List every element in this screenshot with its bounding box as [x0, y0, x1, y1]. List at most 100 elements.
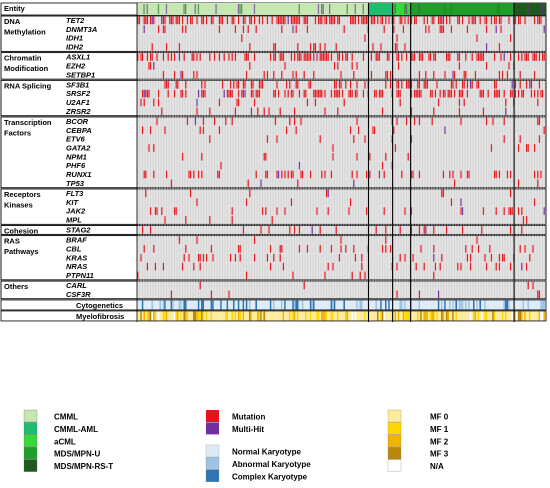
- legend-swatch-entity: [23, 422, 38, 435]
- myelofibrosis-cell: [530, 311, 533, 321]
- cytogenetics-cell: [394, 300, 397, 310]
- group-label: RNA Splicing: [4, 81, 52, 90]
- gene-label-idh2: IDH2: [66, 43, 84, 52]
- mutation-cell: [293, 226, 296, 234]
- mutation-cell: [316, 207, 318, 215]
- cytogenetics-cell: [197, 300, 200, 310]
- cytogenetics-cell: [524, 300, 526, 310]
- mutation-cell: [383, 207, 385, 215]
- myelofibrosis-cell: [346, 311, 349, 321]
- cytogenetics-cell: [431, 300, 433, 310]
- mutation-cell: [193, 70, 195, 79]
- cytogenetics-cell: [375, 300, 377, 310]
- cytogenetics-cell: [181, 300, 184, 310]
- multihit-cell: [485, 43, 488, 51]
- cytogenetics-cell: [455, 300, 457, 310]
- legend-label-karyotype: Abnormal Karyotype: [232, 460, 311, 469]
- legend-label-myelofibrosis: MF 0: [430, 413, 449, 422]
- group-label: Chromatin: [4, 54, 42, 63]
- mutation-cell: [461, 80, 464, 89]
- myelofibrosis-cell: [157, 311, 160, 321]
- mutation-cell: [309, 80, 312, 89]
- mutation-cell: [319, 53, 321, 61]
- entity-patient-tick: [253, 4, 256, 14]
- mutation-cell: [521, 207, 523, 215]
- cytogenetics-cell: [213, 300, 216, 310]
- cytogenetics-cell: [381, 300, 384, 310]
- myelofibrosis-cell: [335, 311, 337, 321]
- mutation-cell: [165, 80, 168, 89]
- gene-label-jak2: JAK2: [66, 207, 86, 216]
- myelofibrosis-cell: [493, 311, 496, 321]
- mutation-cell: [297, 43, 299, 51]
- mutation-cell: [349, 16, 352, 25]
- group-frame: [0, 52, 547, 80]
- gene-label-cbl: CBL: [66, 244, 82, 253]
- mutation-cell: [253, 98, 256, 107]
- mutation-cell: [149, 16, 152, 25]
- multihit-cell: [143, 25, 145, 34]
- mutation-cell: [418, 117, 421, 126]
- mutation-cell: [268, 226, 270, 234]
- myelofibrosis-cell: [485, 311, 488, 321]
- cytogenetics-cell: [188, 300, 190, 310]
- mutation-cell: [303, 281, 305, 290]
- mutation-cell: [209, 107, 211, 116]
- mutation-cell: [410, 80, 413, 89]
- myelofibrosis-cell: [436, 311, 438, 321]
- mutation-cell: [324, 271, 326, 280]
- mutation-cell: [457, 16, 459, 25]
- myelofibrosis-cell: [389, 311, 392, 321]
- mutation-cell: [289, 80, 291, 89]
- myelofibrosis-cell: [375, 311, 377, 321]
- multihit-cell: [250, 107, 253, 116]
- mutation-cell: [273, 43, 275, 51]
- gene-row-background: [137, 24, 546, 34]
- cytogenetics-cell: [388, 300, 390, 310]
- myelofibrosis-cell: [247, 311, 249, 321]
- mutation-cell: [356, 117, 358, 126]
- myelofibrosis-cell: [497, 311, 499, 321]
- gene-row-background: [137, 89, 546, 99]
- mutation-cell: [193, 262, 195, 271]
- legend-label-entity: CMML-AML: [54, 425, 98, 434]
- gene-label-srsf2: SRSF2: [66, 89, 91, 98]
- mutation-cell: [292, 70, 294, 79]
- mutation-cell: [164, 25, 166, 34]
- entity-patient-tick: [322, 4, 324, 14]
- myelofibrosis-cell: [313, 311, 315, 321]
- entity-patient-tick: [298, 4, 300, 14]
- mutation-cell: [455, 80, 457, 89]
- mutation-cell: [335, 226, 337, 234]
- mutation-cell: [213, 53, 216, 61]
- cytogenetics-cell: [463, 300, 465, 310]
- cytogenetics-cell: [265, 300, 267, 310]
- mutation-cell: [295, 25, 297, 34]
- entity-patient-tick: [317, 4, 320, 14]
- cytogenetics-cell: [210, 300, 213, 310]
- mutation-cell: [452, 170, 454, 179]
- mutation-cell: [284, 89, 286, 98]
- mutation-cell: [373, 16, 376, 25]
- cytogenetics-cell: [167, 300, 169, 310]
- legend-swatch-entity: [23, 447, 38, 460]
- cytogenetics-cell: [407, 300, 409, 310]
- mutation-cell: [457, 262, 459, 271]
- mutation-cell: [308, 53, 310, 61]
- mutation-cell: [498, 70, 501, 79]
- myelofibrosis-cell: [300, 311, 302, 321]
- mutation-cell: [413, 117, 416, 126]
- cytogenetics-cell: [239, 300, 241, 310]
- entity-patient-tick: [498, 4, 500, 14]
- cytogenetics-cell: [447, 300, 449, 310]
- mutation-cell: [146, 262, 149, 271]
- cytogenetics-cell: [457, 300, 459, 310]
- mutation-cell: [319, 226, 321, 234]
- mutation-cell: [167, 80, 169, 89]
- mutation-cell: [241, 34, 243, 42]
- cytogenetics-cell: [282, 300, 285, 310]
- myelofibrosis-cell: [437, 311, 440, 321]
- mutation-cell: [316, 89, 318, 98]
- cytogenetics-cell: [148, 300, 150, 310]
- mutation-cell: [146, 53, 149, 61]
